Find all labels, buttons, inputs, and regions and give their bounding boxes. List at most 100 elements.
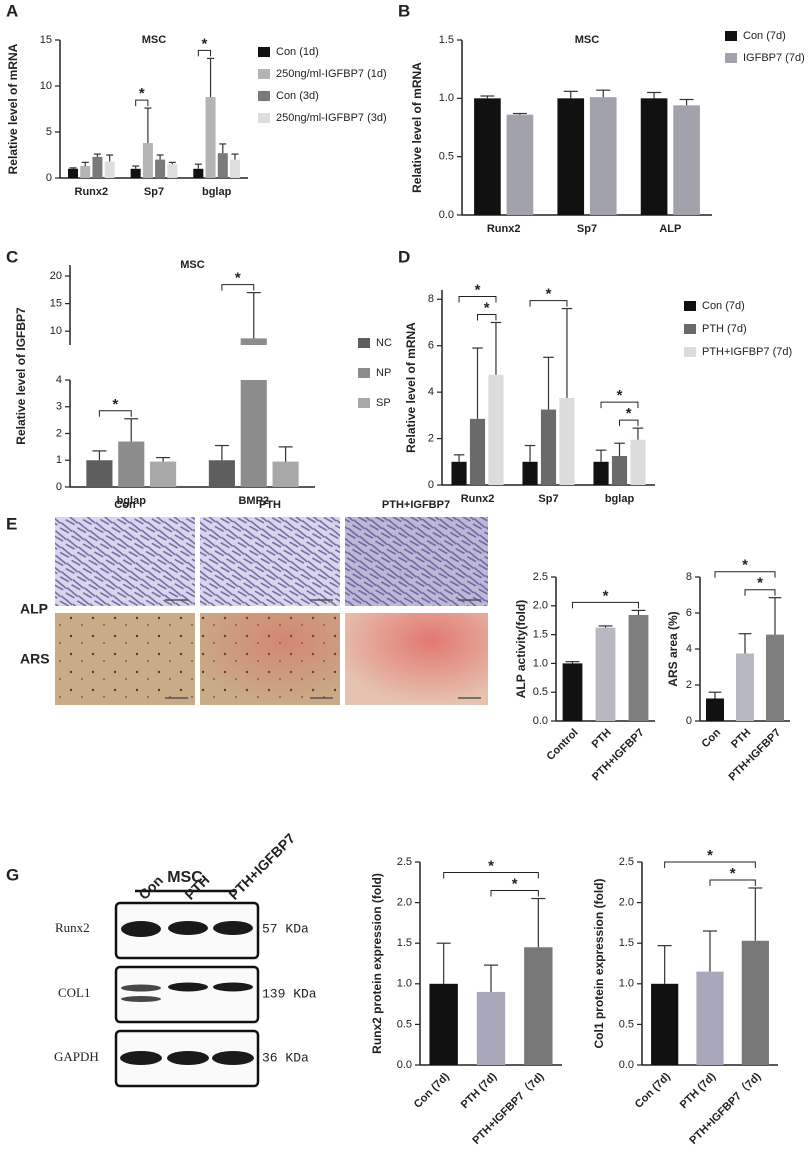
significance-bracket — [458, 296, 497, 303]
legend-label: SP — [376, 397, 391, 409]
x-tick-label: PTH — [590, 727, 614, 751]
significance-bracket — [477, 314, 497, 321]
significance-label: * — [730, 865, 736, 882]
legend-label: 250ng/ml-IGFBP7 (1d) — [276, 68, 387, 80]
legend-swatch — [725, 53, 737, 63]
panel-label: A — [6, 1, 18, 20]
significance-label: * — [546, 286, 552, 303]
significance-bracket — [135, 99, 149, 107]
bar — [217, 153, 228, 178]
panel-label: D — [398, 247, 410, 266]
y-tick-label: 2 — [56, 427, 62, 439]
alp-image — [200, 517, 340, 606]
y-tick-label: 0.5 — [619, 1018, 634, 1030]
legend-swatch — [258, 47, 270, 57]
y-axis-label: Relative level of mRNA — [404, 322, 418, 453]
legend-label: Con (7d) — [743, 30, 786, 42]
panel-label: B — [398, 1, 410, 20]
bar — [150, 461, 177, 487]
y-tick-label: 2.5 — [397, 856, 412, 868]
y-tick-label: 1.5 — [439, 34, 454, 46]
panel-label: C — [6, 247, 18, 266]
bar — [524, 947, 553, 1065]
x-tick-label: PTH (7d) — [459, 1070, 500, 1111]
x-tick-label: PTH — [729, 727, 753, 751]
significance-label: * — [512, 876, 518, 893]
y-tick-label: 0.5 — [533, 686, 548, 698]
significance-label: * — [707, 847, 713, 864]
y-tick-label: 1.5 — [533, 629, 548, 641]
y-tick-label: 0.5 — [439, 151, 454, 163]
panel-labels: A B C D E F G — [6, 1, 410, 884]
y-tick-label: 5 — [46, 126, 52, 138]
y-tick-label: 2.5 — [619, 856, 634, 868]
bands — [120, 921, 254, 1065]
bar — [142, 143, 153, 178]
legend-swatch — [258, 91, 270, 101]
significance-label: * — [112, 396, 118, 413]
significance-label: * — [757, 575, 763, 592]
column-label: PTH — [259, 499, 281, 511]
ars-stain — [345, 613, 488, 705]
y-tick-label: 20 — [50, 270, 62, 282]
y-axis-label: Relative level of mRNA — [410, 62, 424, 193]
bar — [595, 627, 616, 721]
y-tick-label: 0.0 — [533, 715, 548, 727]
y-tick-label: 10 — [50, 325, 62, 337]
x-tick-label: Sp7 — [577, 223, 597, 235]
scale-bar — [165, 599, 481, 699]
bar — [118, 441, 145, 487]
y-tick-label: 0 — [428, 479, 434, 491]
legend-label: PTH+IGFBP7 (7d) — [702, 346, 792, 358]
blot-box — [114, 965, 260, 1024]
size-label: 36 KDa — [262, 1050, 309, 1065]
x-tick-label: Con (7d) — [633, 1070, 673, 1110]
bar — [488, 374, 504, 485]
alp-image — [55, 517, 195, 606]
y-tick-label: 2.0 — [533, 600, 548, 612]
bar — [540, 409, 557, 485]
significance-label: * — [202, 35, 208, 52]
bar — [766, 634, 784, 721]
significance-bracket — [714, 571, 776, 578]
protein-label: GAPDH — [54, 1049, 99, 1064]
significance-bracket — [709, 879, 756, 886]
blot-title: MSC — [167, 869, 203, 886]
significance-label: * — [617, 387, 623, 404]
bar — [240, 380, 267, 487]
y-axis-label: Col1 protein expression (fold) — [592, 878, 606, 1048]
bar — [193, 168, 204, 178]
y-axis-label: Runx2 protein expression (fold) — [370, 873, 384, 1054]
ars-image — [55, 613, 195, 705]
y-tick-label: 1 — [56, 454, 62, 466]
lane-label: Con — [135, 872, 166, 903]
column-label: Con — [114, 499, 136, 511]
bar — [469, 418, 486, 485]
chart-title: MSC — [180, 259, 205, 271]
bar — [522, 461, 538, 485]
bar — [130, 168, 141, 178]
y-tick-label: 4 — [686, 643, 692, 655]
significance-label: * — [603, 587, 609, 604]
x-tick-label: Sp7 — [144, 186, 164, 198]
x-tick-label: ALP — [659, 223, 681, 235]
significance-bracket — [600, 401, 639, 409]
legend-label: Con (1d) — [276, 46, 319, 58]
x-tick-label: bglap — [605, 493, 635, 505]
x-tick-label: Control — [545, 727, 581, 763]
x-tick-label: Runx2 — [461, 493, 495, 505]
y-tick-label: 15 — [50, 298, 62, 310]
bar — [429, 983, 458, 1065]
legend-swatch — [258, 69, 270, 79]
stain-images: Con PTH PTH+IGFBP7 ALP ARS — [20, 499, 488, 705]
bar — [562, 663, 583, 721]
y-tick-label: 6 — [686, 607, 692, 619]
y-tick-label: 6 — [428, 340, 434, 352]
y-tick-label: 15 — [40, 34, 52, 46]
y-tick-label: 8 — [428, 293, 434, 305]
y-tick-label: 1.0 — [533, 657, 548, 669]
significance-label: * — [488, 858, 494, 875]
chart-title: MSC — [142, 34, 167, 46]
bar — [208, 460, 235, 487]
y-tick-label: 10 — [40, 80, 52, 92]
